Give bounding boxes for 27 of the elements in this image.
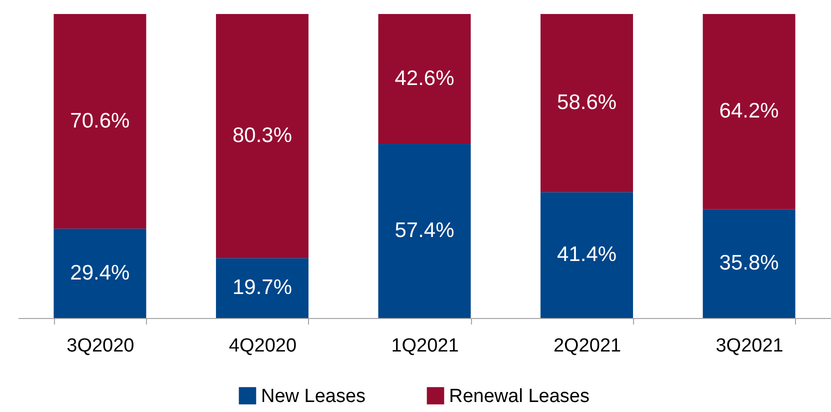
data-label: 41.4% <box>557 243 617 266</box>
data-label: 58.6% <box>557 91 617 114</box>
bar <box>54 228 146 318</box>
bar <box>216 14 308 258</box>
data-label: 29.4% <box>70 261 130 284</box>
data-label: 64.2% <box>719 100 779 123</box>
data-label: 70.6% <box>70 109 130 132</box>
x-tick-label: 3Q2021 <box>716 336 784 356</box>
x-tick-label: 2Q2021 <box>553 336 622 356</box>
data-label: 80.3% <box>232 124 292 148</box>
bar <box>540 192 634 318</box>
bar <box>702 14 796 210</box>
bar <box>702 209 796 318</box>
x-tick-label: 1Q2021 <box>391 336 459 356</box>
bar <box>378 14 471 144</box>
data-label: 42.6% <box>394 66 454 90</box>
bar <box>378 144 471 318</box>
bar <box>540 14 634 192</box>
data-label: 57.4% <box>394 218 454 242</box>
legend-label: Renewal Leases <box>449 386 590 407</box>
legend-label: New Leases <box>261 386 366 407</box>
x-tick-label: 3Q2020 <box>66 336 134 356</box>
x-tick-label: 4Q2020 <box>228 336 297 356</box>
bar <box>54 14 146 229</box>
data-label: 35.8% <box>719 252 779 275</box>
data-label: 19.7% <box>232 276 292 300</box>
bar <box>216 258 308 318</box>
